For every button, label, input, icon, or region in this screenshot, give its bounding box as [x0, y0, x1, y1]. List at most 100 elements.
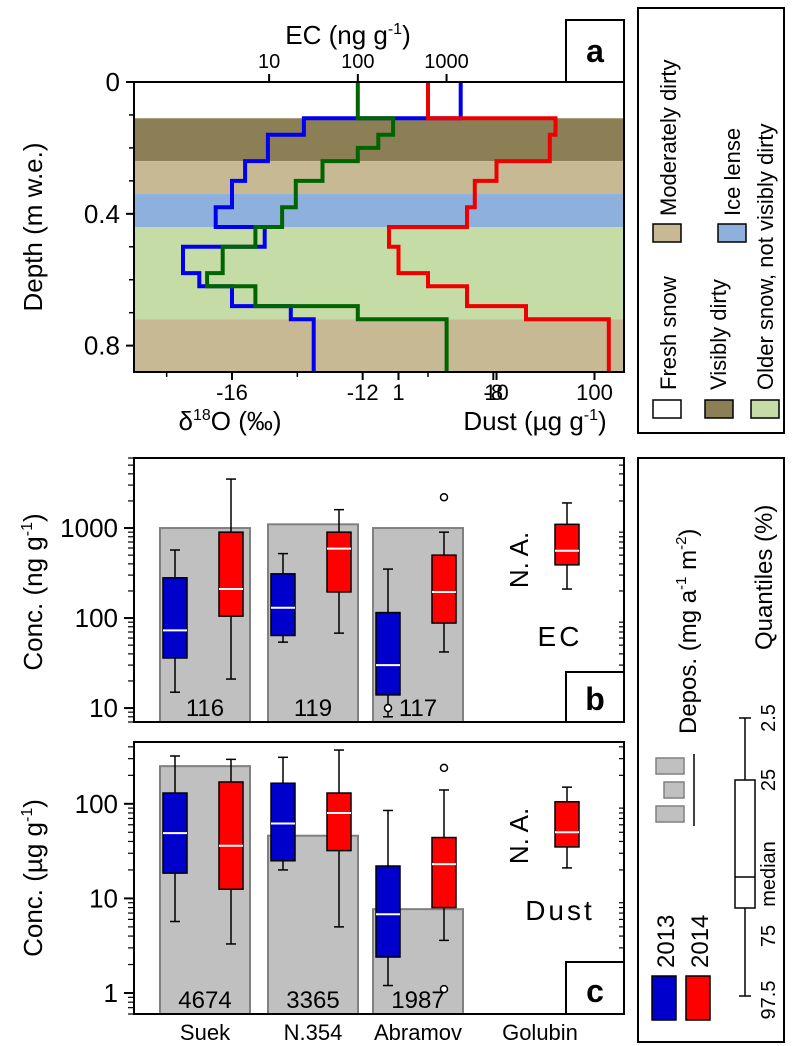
- dust-box-2014-2-outlier-1: [439, 763, 449, 773]
- year-2013-swatch: [651, 975, 677, 1021]
- fresh-snow-swatch: [652, 399, 682, 419]
- quantile-label-25: 25: [758, 769, 780, 791]
- ec-box-2014-1: [326, 531, 352, 593]
- visibly-dirty-label: Visibly dirty: [706, 279, 731, 390]
- dust-deposition-label-1: 3365: [286, 987, 339, 1014]
- dust-box-2014-3: [554, 801, 580, 848]
- ec-deposition-bars: 116 119 117: [159, 523, 464, 723]
- depth-axis-title: Depth (m w.e.): [18, 142, 48, 311]
- panel-a-label: a: [586, 33, 604, 69]
- panel-c: 4674 3365 1987 1 10 100 c Dust N. A. Conc. (…: [18, 741, 625, 1045]
- dust-box-2013-2: [375, 865, 401, 958]
- snow-layer-3: [134, 194, 624, 227]
- ec-tick-label-1: 100: [75, 603, 118, 633]
- dust-tick-label-0: 1: [392, 380, 404, 405]
- depth-tick-label-0: 0: [106, 67, 120, 97]
- d18o-profile-line: [181, 82, 463, 372]
- dust-box-2014-2-outlier-0: [439, 984, 449, 994]
- quantile-label-97-5: 97.5: [758, 981, 780, 1020]
- ec-box-2014-3: [554, 523, 580, 566]
- ec-tick-label-0: 10: [258, 51, 280, 73]
- older-snow-label: Older snow, not visibly dirty: [753, 123, 778, 390]
- panel-a-frame: [133, 81, 625, 373]
- panel-c-ticks: 1 10 100: [75, 746, 624, 1015]
- quantile-label-75: 75: [758, 925, 780, 947]
- ec-tick-label-2: 1000: [424, 51, 469, 73]
- snow-layer-5: [134, 319, 624, 372]
- profile-lines: [181, 82, 611, 372]
- box-legend: Depos. (mg a-1 m-2) Quantiles (%) 2.5 25…: [637, 457, 785, 1043]
- panel-a-ticks: 0 0.4 0.8 10 100 1000 -16 -12 -8 1 10 100: [84, 51, 613, 405]
- glacier-label-1: N.354: [284, 1020, 343, 1045]
- d18o-tick-label-0: -16: [216, 380, 248, 405]
- dust-axis-title: Dust (µg g-1): [463, 406, 606, 436]
- panel-b-ticks: 10 100 1000: [60, 457, 624, 723]
- box-legend-frame: [637, 457, 785, 1043]
- dust-species-label: Dust: [525, 895, 595, 926]
- ec-box-2013-2: [375, 611, 401, 696]
- dust-tick-label-2: 100: [75, 789, 118, 819]
- layer-legend-frame: [637, 7, 785, 434]
- panel-b-label-box: [565, 671, 625, 723]
- dust-box-2013-1: [270, 782, 296, 862]
- ec-na-label: N. A.: [504, 532, 534, 588]
- ec-tick-label-2: 1000: [60, 513, 118, 543]
- dust-tick-label-0: 1: [104, 978, 118, 1008]
- deposition-legend-title: Depos. (mg a-1 m-2): [673, 529, 702, 734]
- layer-legend: Moderately dirty Ice lense Fresh snow Vi…: [637, 7, 785, 434]
- dust-box-2014-1: [326, 792, 352, 852]
- ec-box-2013-0: [162, 577, 188, 659]
- snow-layer-0: [134, 82, 624, 119]
- dust-deposition-label-2: 1987: [391, 987, 444, 1014]
- dust-conc-axis-title: Conc. (µg g-1): [18, 799, 48, 957]
- d18o-axis-title: δ18O (‰): [178, 406, 281, 436]
- depth-tick-label-1: 0.4: [84, 199, 120, 229]
- quantile-box-glyph: [734, 717, 756, 997]
- dust-boxplots: [162, 749, 580, 994]
- panel-c-label: c: [586, 973, 604, 1009]
- ec-species-label: EC: [538, 621, 583, 652]
- ec-profile-line: [205, 82, 449, 372]
- deposition-icon-bar-3: [655, 805, 685, 823]
- ice-lense-swatch: [717, 223, 747, 243]
- dust-tick-label-1: 10: [484, 380, 508, 405]
- dust-tick-label-1: 10: [89, 883, 118, 913]
- quantile-box: [734, 779, 756, 909]
- dust-box-2014-0: [218, 781, 244, 890]
- ec-deposition-label-0: 116: [186, 695, 224, 722]
- ice-lense-label: Ice lense: [720, 128, 745, 216]
- dust-tick-label-2: 100: [576, 380, 613, 405]
- dust-deposition-label-0: 4674: [178, 987, 231, 1014]
- dust-na-label: N. A.: [504, 808, 534, 864]
- panel-c-label-box: [565, 961, 625, 1015]
- panel-b-label: b: [585, 681, 605, 717]
- ec-boxplots: [162, 478, 580, 718]
- quantile-label-2-5: 2.5: [758, 704, 780, 732]
- visibly-dirty-swatch: [704, 399, 734, 419]
- ec-tick-label-1: 100: [341, 51, 374, 73]
- moderately-dirty-label: Moderately dirty: [656, 59, 681, 216]
- ec-box-2014-2: [431, 554, 457, 624]
- fresh-snow-label: Fresh snow: [656, 276, 681, 390]
- ec-deposition-label-2: 117: [399, 695, 437, 722]
- year-2014-swatch: [685, 975, 711, 1021]
- ec-box-2014-2-outlier-0: [439, 492, 449, 502]
- panel-b: 116 119 117 10 100 1000 b EC N. A. Conc. (ng…: [18, 457, 625, 723]
- dust-box-2014-2: [431, 836, 457, 909]
- deposition-bars-icon: [655, 754, 695, 826]
- snow-layers: [134, 82, 624, 372]
- glacier-label-3: Golubin: [502, 1020, 578, 1045]
- ec-deposition-label-1: 119: [294, 695, 332, 722]
- glacier-labels: Suek N.354 Abramov Golubin: [180, 1020, 578, 1045]
- ec-box-2013-2-outlier-0: [383, 703, 393, 713]
- deposition-icon-bar-2: [663, 781, 685, 799]
- ec-tick-label-0: 10: [89, 693, 118, 723]
- panel-b-frame: [133, 457, 625, 723]
- glacier-label-2: Abramov: [374, 1020, 462, 1045]
- deposition-icon-bar-1: [655, 757, 685, 775]
- ec-box-2014-0: [218, 531, 244, 617]
- older-snow-swatch: [750, 399, 780, 419]
- glacier-label-0: Suek: [180, 1020, 231, 1045]
- panel-a: 0 0.4 0.8 10 100 1000 -16 -12 -8 1 10 100 a EC (ng …: [18, 19, 625, 436]
